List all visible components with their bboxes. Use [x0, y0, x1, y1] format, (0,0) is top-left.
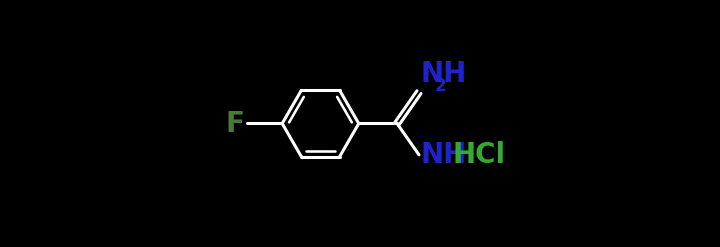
Text: 2: 2 [435, 77, 446, 95]
Text: F: F [225, 109, 244, 138]
Text: HCl: HCl [452, 141, 505, 169]
Text: NH: NH [420, 61, 467, 88]
Text: NH: NH [420, 141, 467, 169]
